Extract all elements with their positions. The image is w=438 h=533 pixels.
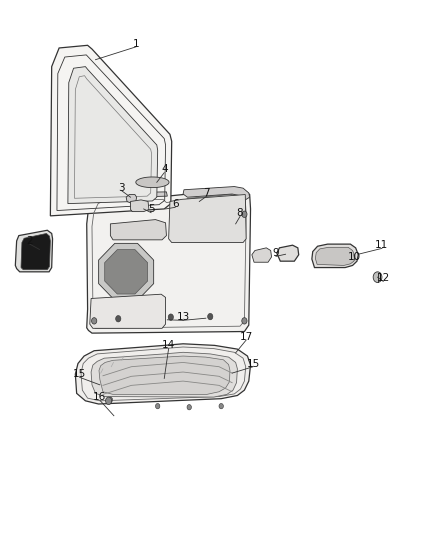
Circle shape (242, 211, 247, 217)
Polygon shape (183, 187, 250, 200)
Polygon shape (136, 177, 169, 188)
Text: 1: 1 (132, 39, 139, 49)
Text: 16: 16 (93, 392, 106, 402)
Polygon shape (21, 233, 50, 270)
Text: 3: 3 (118, 183, 125, 192)
Polygon shape (169, 195, 246, 243)
Circle shape (219, 403, 223, 409)
Text: 13: 13 (177, 312, 190, 322)
Text: 15: 15 (73, 369, 86, 379)
Polygon shape (68, 67, 158, 204)
Circle shape (108, 397, 113, 402)
Circle shape (155, 403, 160, 409)
Polygon shape (50, 45, 172, 216)
Polygon shape (99, 244, 154, 300)
Circle shape (208, 313, 213, 320)
Text: 2: 2 (26, 236, 33, 246)
Text: 6: 6 (172, 199, 179, 209)
Circle shape (168, 314, 173, 320)
Polygon shape (87, 188, 251, 333)
Text: 10: 10 (348, 252, 361, 262)
Text: 9: 9 (272, 248, 279, 258)
Text: 12: 12 (377, 273, 390, 283)
Polygon shape (99, 356, 230, 394)
Text: 11: 11 (375, 240, 389, 250)
Polygon shape (94, 192, 167, 198)
Text: 15: 15 (247, 359, 260, 368)
Text: 8: 8 (237, 208, 244, 218)
Polygon shape (126, 195, 137, 204)
Text: 7: 7 (203, 188, 210, 198)
Polygon shape (277, 245, 299, 261)
Polygon shape (15, 230, 53, 272)
Text: 14: 14 (162, 341, 175, 350)
Polygon shape (252, 248, 272, 262)
Text: 5: 5 (148, 205, 155, 214)
Circle shape (92, 318, 97, 324)
Circle shape (373, 272, 382, 282)
Polygon shape (105, 249, 148, 294)
Text: 4: 4 (161, 165, 168, 174)
Circle shape (242, 318, 247, 324)
Polygon shape (315, 247, 355, 265)
Polygon shape (131, 200, 149, 212)
Polygon shape (91, 352, 237, 397)
Circle shape (106, 397, 112, 405)
Polygon shape (75, 344, 251, 404)
Polygon shape (110, 220, 166, 240)
Circle shape (116, 316, 121, 322)
Text: 17: 17 (240, 332, 253, 342)
Circle shape (187, 405, 191, 410)
Polygon shape (90, 294, 166, 328)
Polygon shape (312, 244, 358, 268)
